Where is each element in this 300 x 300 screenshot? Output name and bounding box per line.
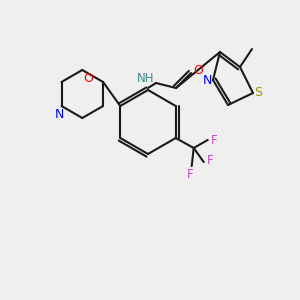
Text: F: F — [186, 167, 193, 181]
Text: F: F — [210, 134, 217, 146]
Text: O: O — [83, 71, 93, 85]
Text: N: N — [55, 107, 64, 121]
Text: N: N — [202, 74, 212, 86]
Text: F: F — [206, 154, 213, 166]
Text: S: S — [254, 86, 262, 100]
Text: O: O — [193, 64, 203, 77]
Text: NH: NH — [137, 71, 155, 85]
